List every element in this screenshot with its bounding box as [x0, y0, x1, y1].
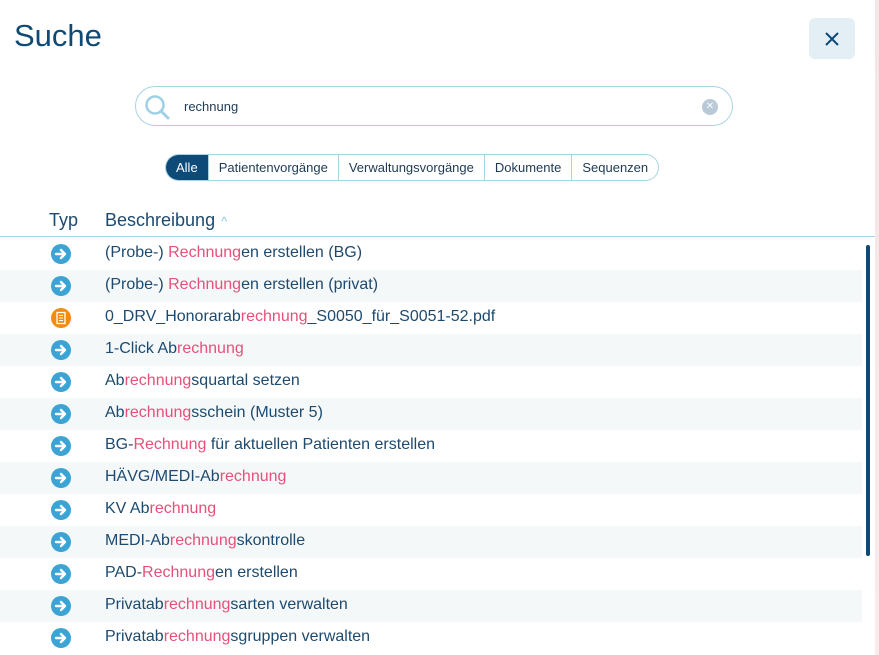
text: (Probe-)	[105, 244, 169, 261]
table-row[interactable]: KV Abrechnung	[0, 494, 862, 526]
filter-tabs: Alle Patientenvorgänge Verwaltungsvorgänge…	[165, 154, 660, 181]
table-row[interactable]: (Probe-) Rechnungen erstellen (BG)	[0, 238, 862, 270]
table-row[interactable]: Privatabrechnungsarten verwalten	[0, 590, 862, 622]
table-row[interactable]: Privatabrechnungsgruppen verwalten	[0, 622, 862, 654]
window-edge	[875, 0, 879, 655]
row-description: Abrechnungsquartal setzen	[105, 372, 300, 390]
text: en erstellen (privat)	[241, 276, 379, 293]
row-description: Privatabrechnungsarten verwalten	[105, 596, 348, 614]
search-input[interactable]	[184, 96, 684, 116]
tab-verwaltungsvorgänge[interactable]: Verwaltungsvorgänge	[337, 155, 484, 180]
match-highlight: rechnung	[163, 596, 231, 613]
row-description: Abrechnungsschein (Muster 5)	[105, 404, 323, 422]
text: MEDI-Ab	[105, 532, 170, 549]
table-row[interactable]: MEDI-Abrechnungskontrolle	[0, 526, 862, 558]
text: squartal setzen	[191, 372, 300, 389]
row-description: Privatabrechnungsgruppen verwalten	[105, 628, 370, 646]
column-header-label: Beschreibung	[105, 210, 216, 230]
column-header-description[interactable]: Beschreibung ^	[105, 210, 227, 231]
text: 0_DRV_Honorarab	[105, 308, 241, 325]
row-description: HÄVG/MEDI-Abrechnung	[105, 468, 286, 486]
page-title: Suche	[14, 18, 102, 53]
text: sgruppen verwalten	[230, 628, 371, 645]
text: Ab	[105, 404, 125, 421]
match-highlight: rechnung	[124, 404, 192, 421]
text: für aktuellen Patienten erstellen	[206, 436, 435, 453]
text: Privatab	[105, 596, 164, 613]
text: skontrolle	[236, 532, 306, 549]
text: Ab	[105, 372, 125, 389]
row-description: 0_DRV_Honorarabrechnung_S0050_für_S0051-…	[105, 308, 495, 326]
arrow-right-icon	[51, 404, 71, 424]
text: PAD-	[105, 564, 143, 581]
arrow-right-icon	[51, 340, 71, 360]
close-icon	[825, 31, 839, 46]
row-description: (Probe-) Rechnungen erstellen (BG)	[105, 244, 362, 262]
arrow-right-icon	[51, 468, 71, 488]
table-row[interactable]: (Probe-) Rechnungen erstellen (privat)	[0, 270, 862, 302]
arrow-right-icon	[51, 500, 71, 520]
match-highlight: rechnung	[124, 372, 192, 389]
tab-sequenzen[interactable]: Sequenzen	[571, 155, 658, 180]
tab-alle[interactable]: Alle	[166, 155, 208, 180]
document-icon	[51, 308, 71, 328]
arrow-right-icon	[51, 436, 71, 456]
match-highlight: rechnung	[163, 628, 231, 645]
table-header: Typ Beschreibung ^	[0, 207, 875, 237]
match-highlight: rechnung	[240, 308, 308, 325]
search-box: ✕	[135, 86, 733, 126]
text: 1-Click Ab	[105, 340, 178, 357]
table-row[interactable]: 0_DRV_Honorarabrechnung_S0050_für_S0051-…	[0, 302, 862, 334]
text: en erstellen (BG)	[241, 244, 363, 261]
text: Privatab	[105, 628, 164, 645]
match-highlight: Rechnung	[168, 244, 242, 261]
row-description: MEDI-Abrechnungskontrolle	[105, 532, 305, 550]
column-header-type[interactable]: Typ	[49, 210, 79, 230]
text: _S0050_für_S0051-52.pdf	[307, 308, 496, 325]
table-row[interactable]: BG-Rechnung für aktuellen Patienten erst…	[0, 430, 862, 462]
text: en erstellen	[215, 564, 298, 581]
arrow-right-icon	[51, 564, 71, 584]
close-button[interactable]	[809, 18, 855, 59]
match-highlight: Rechnung	[142, 564, 215, 581]
arrow-right-icon	[51, 628, 71, 648]
match-highlight: rechnung	[149, 500, 217, 517]
row-description: 1-Click Abrechnung	[105, 340, 244, 358]
row-description: PAD-Rechnungen erstellen	[105, 564, 298, 582]
text: sarten verwalten	[230, 596, 348, 613]
text: sschein (Muster 5)	[191, 404, 323, 421]
text: BG-	[105, 436, 134, 453]
table-row[interactable]: Abrechnungsschein (Muster 5)	[0, 398, 862, 430]
arrow-right-icon	[51, 276, 71, 296]
table-row[interactable]: PAD-Rechnungen erstellen	[0, 558, 862, 590]
table-row[interactable]: 1-Click Abrechnung	[0, 334, 862, 366]
search-icon	[145, 95, 170, 120]
match-highlight: rechnung	[177, 340, 244, 357]
tab-dokumente[interactable]: Dokumente	[483, 155, 571, 180]
table-row[interactable]: Abrechnungsquartal setzen	[0, 366, 862, 398]
arrow-right-icon	[51, 596, 71, 616]
match-highlight: Rechnung	[168, 276, 242, 293]
arrow-right-icon	[51, 244, 71, 264]
tab-patientenvorgänge[interactable]: Patientenvorgänge	[207, 155, 338, 180]
sort-ascending-icon: ^	[221, 214, 228, 229]
arrow-right-icon	[51, 532, 71, 552]
text: HÄVG/MEDI-Ab	[105, 468, 220, 485]
table-row[interactable]: HÄVG/MEDI-Abrechnung	[0, 462, 862, 494]
row-description: KV Abrechnung	[105, 500, 216, 518]
row-description: (Probe-) Rechnungen erstellen (privat)	[105, 276, 378, 294]
match-highlight: Rechnung	[133, 436, 207, 453]
scrollbar[interactable]	[866, 245, 870, 556]
text: KV Ab	[105, 500, 150, 517]
match-highlight: rechnung	[169, 532, 237, 549]
clear-icon: ✕	[705, 101, 715, 112]
arrow-right-icon	[51, 372, 71, 392]
row-description: BG-Rechnung für aktuellen Patienten erst…	[105, 436, 435, 454]
text: (Probe-)	[105, 276, 169, 293]
result-list: (Probe-) Rechnungen erstellen (BG) (Prob…	[0, 238, 862, 654]
match-highlight: rechnung	[219, 468, 287, 485]
clear-search-button[interactable]: ✕	[702, 99, 718, 115]
